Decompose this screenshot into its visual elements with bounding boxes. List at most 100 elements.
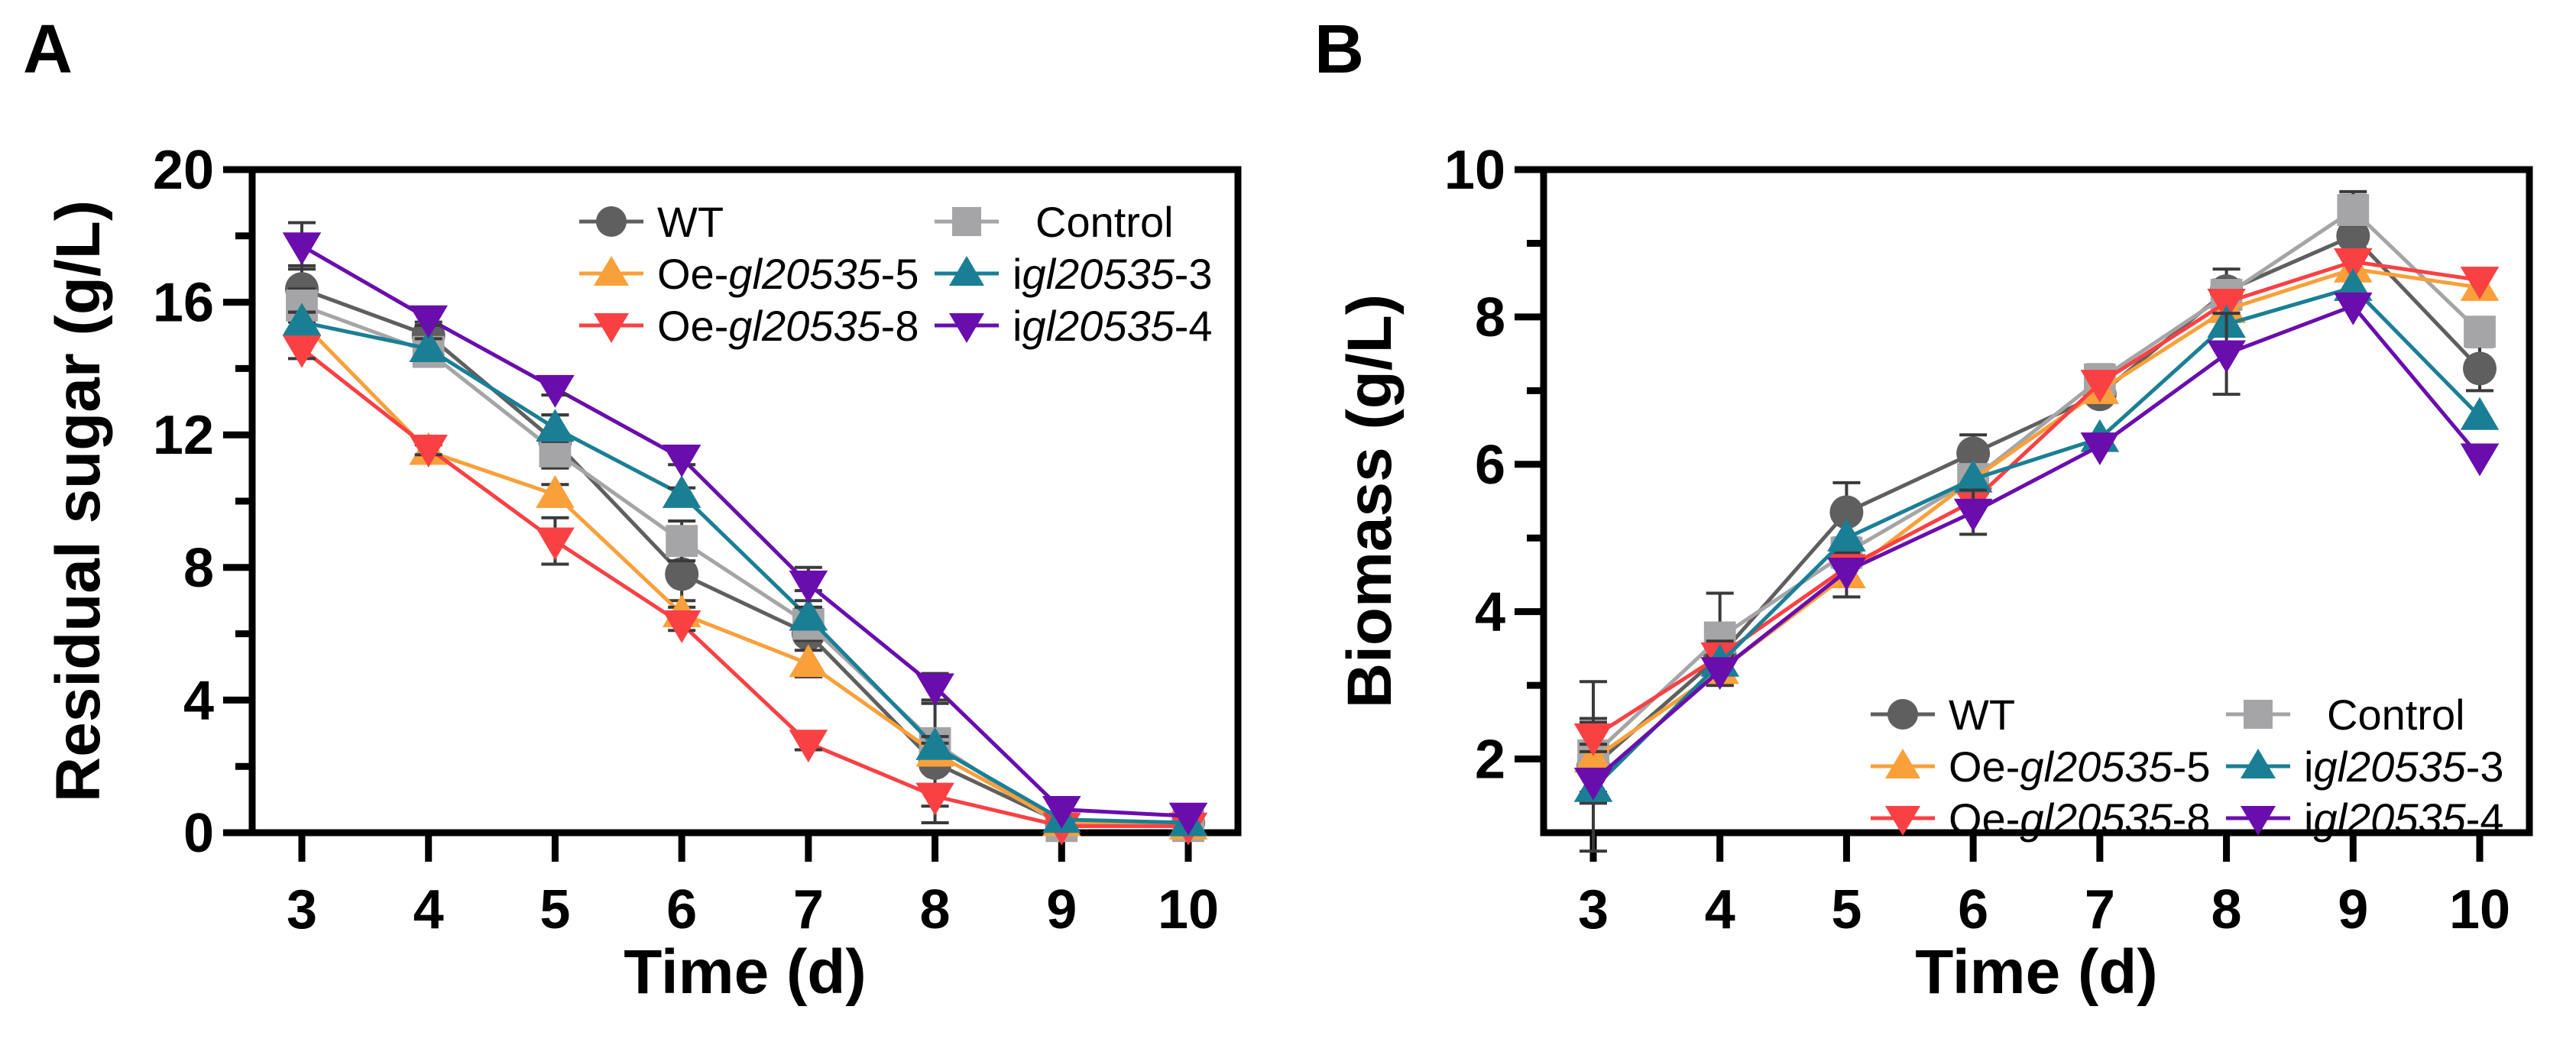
- legend-label-post: -5: [2173, 743, 2211, 791]
- data-point-igl4: [2080, 432, 2120, 465]
- data-point-oe8: [789, 730, 828, 763]
- legend-marker-triangle-up: [949, 256, 984, 286]
- legend-label: WT: [657, 198, 724, 246]
- legend-label-post: -4: [1175, 302, 1213, 350]
- series-line-oe5: [300, 320, 1189, 828]
- x-tick-label: 3: [287, 879, 317, 940]
- legend-label-pre: Control: [1035, 198, 1174, 246]
- x-tick-label: 7: [793, 879, 824, 940]
- legend-label-pre: i: [1013, 302, 1022, 350]
- x-tick-label: 8: [2211, 879, 2242, 940]
- data-point-igl4: [662, 444, 702, 477]
- y-tick-label: 6: [1475, 435, 1505, 496]
- legend-marker-triangle-up: [594, 256, 629, 286]
- series-line-igl3: [301, 320, 1189, 825]
- y-tick-label: 2: [1475, 730, 1505, 791]
- legend-label-gene: gl20535: [728, 302, 881, 350]
- legend-item-igl4: igl20535-4: [935, 302, 1213, 350]
- legend-label-pre: i: [1013, 250, 1022, 298]
- y-axis-title: Residual sugar (g/L): [44, 200, 113, 802]
- legend-label-pre: Oe-: [657, 302, 728, 350]
- x-tick-label: 8: [920, 879, 951, 940]
- data-point-igl4: [1953, 498, 1993, 532]
- series-line-wt: [1592, 233, 2481, 769]
- legend-label-pre: Oe-: [1949, 794, 2020, 843]
- data-point-wt: [2336, 218, 2370, 253]
- legend-label-gene: gl20535: [2313, 794, 2466, 843]
- y-tick-label: 0: [183, 803, 214, 864]
- legend-label-post: -8: [881, 302, 919, 350]
- x-tick-label: 10: [1158, 879, 1219, 940]
- plot-frame: [1540, 166, 2533, 837]
- data-point-oe8: [2333, 248, 2373, 281]
- legend-label-gene: gl20535: [1022, 302, 1175, 350]
- x-tick-label: 6: [1958, 879, 1988, 940]
- data-point-igl3: [2460, 396, 2500, 430]
- x-tick-label: 7: [2085, 879, 2115, 940]
- data-point-oe5: [789, 644, 828, 678]
- data-point-wt: [1829, 495, 1864, 529]
- legend: WTOe-gl20535-5Oe-gl20535-8Controligl2053…: [1871, 691, 2504, 843]
- legend-marker-triangle-up: [1885, 749, 1920, 778]
- y-tick-label: 12: [153, 405, 214, 466]
- data-point-oe8: [915, 782, 954, 816]
- data-point-oe8: [662, 610, 702, 643]
- legend-item-control: Control: [2226, 691, 2465, 739]
- data-point-igl3: [409, 329, 449, 362]
- data-point-igl4: [1168, 802, 1208, 836]
- legend-item-oe8: Oe-gl20535-8: [579, 302, 919, 350]
- series-oe5: [282, 303, 1208, 840]
- x-tick-label: 10: [2449, 879, 2510, 940]
- data-point-igl3: [662, 475, 702, 508]
- data-point-igl4: [1700, 657, 1740, 691]
- legend-item-oe5: Oe-gl20535-5: [1871, 743, 2210, 791]
- series-line-control: [301, 303, 1188, 828]
- x-axis-title: Time (d): [1915, 937, 2157, 1007]
- x-axis-title: Time (d): [624, 937, 866, 1007]
- legend-label: igl20535-4: [1013, 302, 1213, 350]
- data-point-igl4: [409, 305, 449, 338]
- legend-label: Control: [2327, 691, 2465, 739]
- data-point-wt: [2463, 351, 2497, 386]
- series-line-igl4: [1592, 303, 2481, 783]
- legend-marker-circle: [1887, 699, 1918, 730]
- x-tick-label: 6: [666, 879, 697, 940]
- data-point-igl3: [282, 303, 322, 336]
- data-point-igl4: [1042, 796, 1081, 829]
- series-oe8: [282, 335, 1208, 846]
- legend-label-gene: gl20535: [2313, 743, 2466, 791]
- legend-label-pre: Oe-: [657, 250, 728, 298]
- legend-item-igl3: igl20535-3: [2226, 743, 2504, 791]
- legend-item-oe8: Oe-gl20535-8: [1871, 794, 2210, 843]
- x-tick-label: 9: [1046, 879, 1077, 940]
- series-line-control: [1592, 207, 2481, 757]
- legend-item-igl3: igl20535-3: [935, 250, 1213, 298]
- legend-label-post: -3: [2466, 743, 2504, 791]
- legend-label-pre: Control: [2327, 691, 2465, 739]
- data-point-igl3: [915, 727, 954, 760]
- legend-marker-square: [952, 207, 981, 236]
- panel-a: A 0 4 8 12 16 20 3 4 5 6 7 8 9 10 Time (d) Residual suga…: [23, 11, 1242, 1007]
- data-point-igl4: [915, 673, 954, 707]
- legend-label: igl20535-4: [2304, 794, 2504, 843]
- data-point-wt: [1956, 436, 1991, 471]
- data-point-igl4: [2460, 443, 2500, 477]
- x-tick-label: 3: [1578, 879, 1609, 940]
- data-point-igl4: [1573, 767, 1613, 801]
- data-point-igl4: [282, 232, 322, 266]
- data-point-control: [2464, 316, 2496, 348]
- data-point-oe5: [536, 475, 575, 508]
- series-igl3: [282, 303, 1208, 837]
- series-line-igl4: [300, 244, 1189, 818]
- data-point-igl3: [1953, 459, 1993, 493]
- legend-label: igl20535-3: [1013, 250, 1213, 298]
- y-tick-label: 10: [1444, 140, 1505, 201]
- legend-label-pre: Oe-: [1949, 743, 2020, 791]
- data-point-igl4: [2333, 292, 2373, 325]
- x-tick-label: 4: [1705, 879, 1735, 940]
- data-point-oe8: [536, 527, 575, 561]
- legend-label: igl20535-3: [2304, 743, 2504, 791]
- x-tick-label: 5: [540, 879, 570, 940]
